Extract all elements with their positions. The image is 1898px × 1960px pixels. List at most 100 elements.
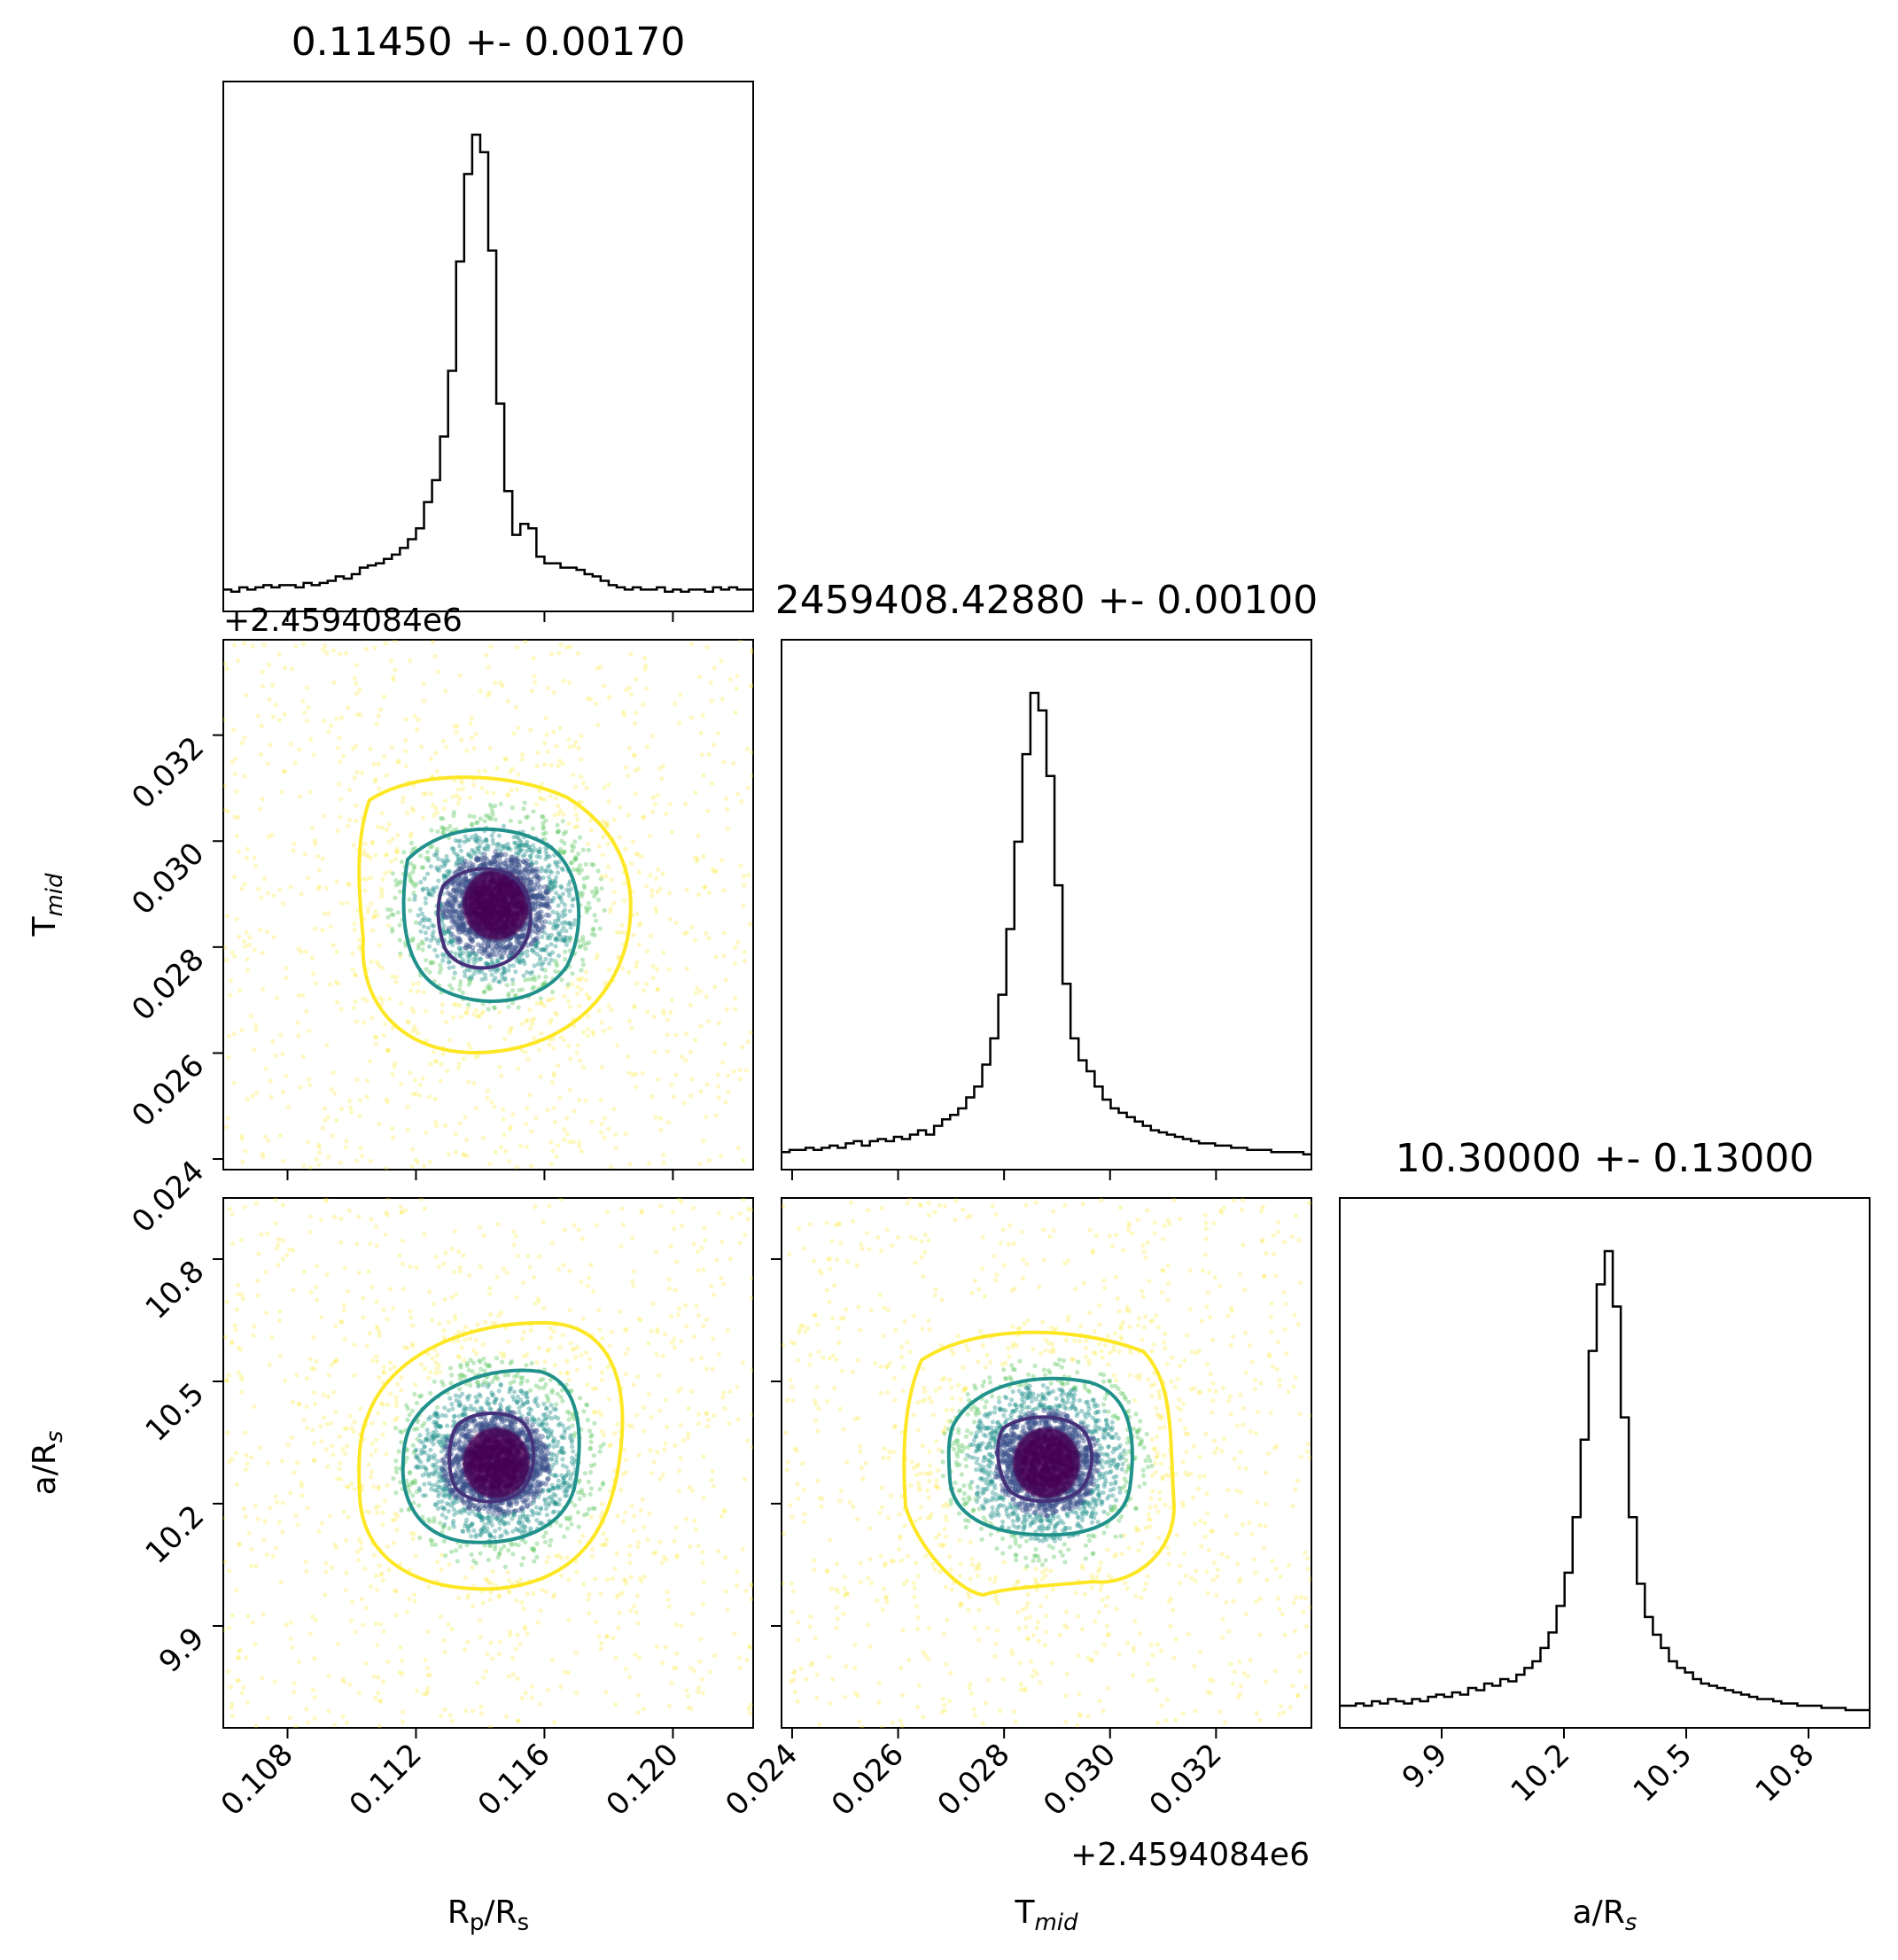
scatter-point <box>721 953 727 959</box>
scatter-point <box>391 1064 397 1069</box>
scatter-point <box>439 815 444 821</box>
scatter-point <box>518 1144 524 1149</box>
scatter-point <box>641 1404 646 1411</box>
scatter-point <box>487 1531 493 1536</box>
scatter-point <box>460 855 465 860</box>
scatter-point <box>452 885 458 891</box>
scatter-point <box>721 759 727 765</box>
scatter-core <box>463 869 531 940</box>
scatter-point <box>292 1470 297 1475</box>
scatter-point <box>312 1656 317 1661</box>
scatter-point <box>524 1018 529 1023</box>
scatter-point <box>599 886 604 891</box>
scatter-point <box>340 1714 346 1719</box>
scatter-point <box>474 952 479 957</box>
scatter-point <box>435 1465 440 1471</box>
scatter-point <box>485 944 491 950</box>
scatter-point <box>491 855 497 861</box>
scatter-point <box>460 926 466 931</box>
scatter-point <box>517 934 523 940</box>
scatter-point <box>511 731 517 736</box>
scatter-point <box>447 899 454 906</box>
scatter-point <box>510 988 516 993</box>
scatter-point <box>478 1359 483 1365</box>
scatter-point <box>385 1047 390 1053</box>
scatter-point <box>672 701 678 706</box>
scatter-point <box>580 891 586 896</box>
scatter-point <box>539 1000 544 1006</box>
scatter-point <box>332 1723 338 1728</box>
scatter-point <box>459 915 464 921</box>
scatter-point <box>611 1636 616 1641</box>
scatter-point <box>463 874 469 880</box>
scatter-point <box>460 922 466 929</box>
scatter-point <box>499 1073 504 1078</box>
scatter-point <box>588 1434 594 1439</box>
scatter-point <box>699 1245 704 1250</box>
scatter-point <box>347 817 353 822</box>
scatter-point <box>223 717 227 722</box>
scatter-point <box>487 859 493 865</box>
scatter-point <box>530 893 536 899</box>
scatter-point <box>559 929 564 934</box>
scatter-point <box>431 885 436 891</box>
scatter-point <box>507 1126 512 1132</box>
scatter-point <box>458 881 464 887</box>
scatter-point <box>485 789 490 795</box>
scatter-point <box>673 1032 679 1038</box>
scatter-point <box>404 1455 409 1460</box>
scatter-point <box>371 762 377 767</box>
scatter-point <box>539 1000 544 1006</box>
scatter-point <box>548 1020 553 1025</box>
scatter-point <box>580 781 587 786</box>
scatter-point <box>438 864 443 869</box>
scatter-point <box>542 836 548 842</box>
scatter-point <box>369 1217 374 1222</box>
scatter-point <box>228 978 233 984</box>
scatter-point <box>671 1226 677 1232</box>
scatter-point <box>481 940 487 946</box>
scatter-point <box>433 1469 439 1475</box>
scatter-point <box>509 1025 514 1031</box>
scatter-point <box>306 1139 311 1145</box>
scatter-point <box>526 976 532 982</box>
scatter-point <box>608 909 613 914</box>
scatter-point <box>570 981 575 987</box>
scatter-point <box>320 1125 325 1131</box>
scatter-point <box>508 769 513 774</box>
scatter-point <box>531 809 536 814</box>
scatter-point <box>379 1001 385 1007</box>
scatter-point <box>530 850 535 855</box>
scatter-point <box>508 858 514 864</box>
panel-tmid-hist-frame <box>781 639 1312 1171</box>
scatter-point <box>654 1644 660 1649</box>
scatter-point <box>577 1496 582 1502</box>
scatter-point <box>539 868 544 874</box>
scatter-point <box>475 1421 481 1427</box>
scatter-point <box>476 838 481 844</box>
scatter-point <box>422 1420 427 1426</box>
scatter-point <box>419 939 424 945</box>
scatter-point <box>328 924 333 929</box>
scatter-point <box>295 1522 300 1528</box>
scatter-point <box>723 796 728 801</box>
scatter-point <box>432 1516 437 1521</box>
scatter-point <box>473 1338 478 1343</box>
scatter-point <box>615 1043 620 1048</box>
scatter-point <box>575 817 580 822</box>
scatter-point <box>635 1621 641 1626</box>
scatter-point <box>688 1093 694 1099</box>
scatter-point <box>451 976 456 981</box>
scatter-point <box>603 874 609 879</box>
scatter-point <box>468 720 473 727</box>
scatter-point <box>268 1094 274 1100</box>
scatter-point <box>353 999 358 1004</box>
scatter-point <box>239 1292 245 1297</box>
scatter-point <box>533 937 539 943</box>
scatter-point <box>338 797 344 802</box>
scatter-point <box>242 774 247 779</box>
scatter-point <box>514 1399 519 1404</box>
scatter-point <box>716 1021 721 1026</box>
scatter-point <box>434 846 439 852</box>
scatter-point <box>229 1701 235 1707</box>
